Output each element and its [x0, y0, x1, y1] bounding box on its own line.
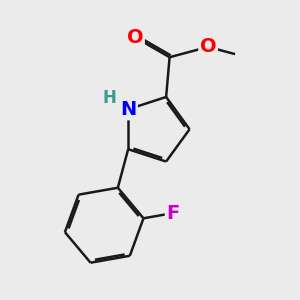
- Text: F: F: [166, 204, 180, 223]
- Text: N: N: [120, 100, 136, 119]
- Text: O: O: [127, 28, 143, 47]
- Text: O: O: [200, 38, 216, 56]
- Text: H: H: [102, 89, 116, 107]
